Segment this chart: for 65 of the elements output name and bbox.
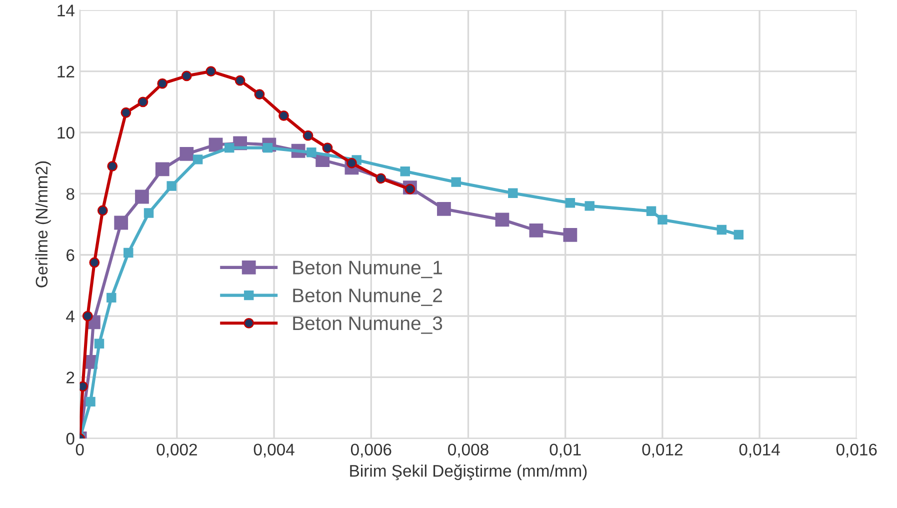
point	[716, 224, 727, 235]
point	[224, 142, 234, 153]
point	[278, 110, 289, 121]
x-tick-label: 0,006	[350, 444, 392, 458]
y-tick-label: 12	[58, 66, 74, 78]
point	[86, 396, 96, 407]
point	[437, 202, 451, 216]
x-tick-label: 0,01	[550, 444, 581, 458]
point	[451, 177, 461, 187]
point	[166, 181, 176, 191]
y-tick-label: 6	[66, 249, 74, 262]
x-axis-title: Birim Şekil Değiştirme (mm/mm)	[350, 464, 587, 480]
y-tick-label: 8	[66, 188, 74, 200]
x-tick-label: 0,008	[448, 444, 488, 458]
x-tick-label: 0,012	[642, 444, 682, 458]
point	[180, 146, 194, 161]
point	[646, 206, 656, 216]
point	[376, 173, 386, 184]
point	[82, 310, 93, 322]
point	[206, 66, 216, 77]
point	[322, 142, 333, 154]
point	[192, 154, 203, 164]
y-axis-title: Gerilme (N/mm2)	[35, 161, 51, 288]
point	[155, 162, 170, 176]
y-tick-label: 10	[58, 126, 74, 139]
point	[106, 292, 116, 303]
point	[107, 160, 118, 172]
point	[181, 70, 192, 82]
point	[157, 78, 168, 89]
point	[94, 338, 104, 348]
point	[495, 212, 510, 227]
point	[254, 89, 265, 100]
point	[208, 138, 223, 152]
point	[135, 190, 149, 204]
point	[302, 130, 314, 141]
y-tick-label: 0	[66, 432, 74, 445]
point	[114, 216, 128, 230]
x-tick-label: 0,014	[739, 444, 780, 458]
point	[144, 208, 154, 218]
legend-label: Beton Numune_1	[293, 260, 442, 278]
x-tick-label: 0,016	[836, 444, 877, 458]
y-tick-label: 4	[66, 310, 74, 322]
point	[138, 96, 148, 108]
point	[529, 223, 544, 238]
point	[508, 188, 518, 198]
point	[734, 230, 744, 240]
point	[124, 248, 134, 258]
point	[404, 184, 416, 194]
point	[565, 198, 576, 208]
x-tick-label: 0,004	[254, 444, 294, 458]
point	[120, 107, 132, 118]
x-tick-label: 0	[76, 444, 84, 456]
point	[89, 257, 100, 268]
legend-label: Beton Numune_3	[293, 316, 442, 334]
point	[234, 75, 246, 86]
point	[563, 228, 578, 242]
point	[584, 201, 594, 211]
x-tick-label: 0,002	[156, 444, 197, 458]
legend-label: Beton Numune_2	[293, 288, 442, 306]
point	[97, 205, 108, 216]
point	[658, 214, 668, 225]
point	[400, 166, 410, 176]
y-tick-label: 14	[58, 4, 74, 16]
y-tick-label: 2	[66, 372, 74, 384]
point	[306, 148, 316, 158]
